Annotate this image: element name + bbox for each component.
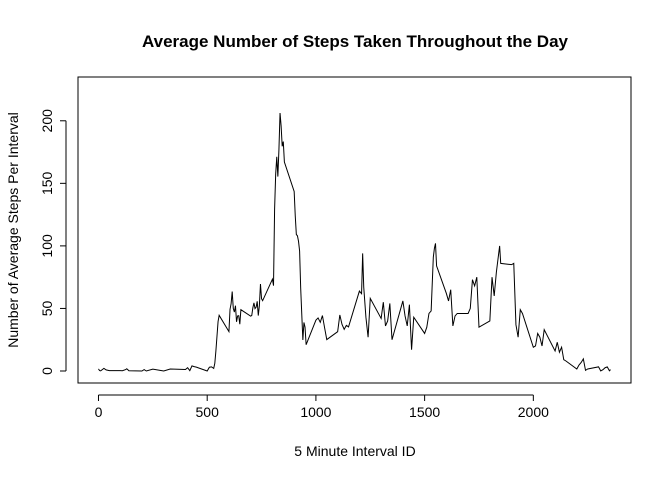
data-line [98,112,611,372]
x-tick-label: 2000 [518,404,549,420]
y-tick-label: 200 [39,109,55,133]
x-tick-label: 1500 [409,404,440,420]
x-tick-label: 500 [196,404,220,420]
y-axis-label: Number of Average Steps Per Interval [5,112,21,348]
plot-frame [77,76,632,384]
chart-title: Average Number of Steps Taken Throughout… [142,32,569,51]
x-tick-label: 1000 [300,404,331,420]
x-axis-label: 5 Minute Interval ID [294,443,415,459]
y-tick-label: 100 [39,234,55,258]
y-tick-label: 50 [39,300,55,316]
y-tick-label: 150 [39,171,55,195]
x-tick-label: 0 [95,404,103,420]
y-tick-label: 0 [39,367,55,375]
